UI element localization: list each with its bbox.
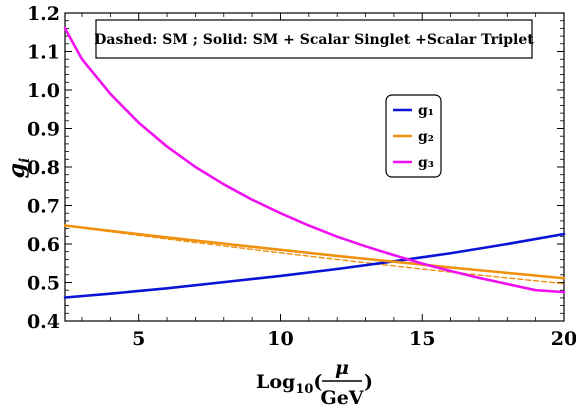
- tick-labels: 5 10 15 20 0.4 0.5 0.6 0.7 0.8 0.9 1.0 1.1 1.2: [27, 3, 576, 350]
- y-axis-label-main: g: [4, 163, 30, 178]
- svg-text:gi: gi: [4, 158, 33, 179]
- y-axis-label: gi: [4, 158, 33, 179]
- x-tick-label: 10: [267, 328, 293, 350]
- y-tick-label: 0.9: [27, 119, 60, 141]
- series-line-0-solid: [63, 232, 566, 299]
- x-tick-label: 5: [132, 328, 145, 350]
- x-axis-label-numerator: μ: [335, 357, 349, 379]
- plot-border: [64, 12, 565, 322]
- annotation-text: Dashed: SM ; Solid: SM + Scalar Singlet …: [94, 32, 534, 48]
- x-axis-label: Log10( μ GeV ): [256, 357, 373, 409]
- x-tick-label: 20: [551, 328, 576, 350]
- y-tick-label: 1.2: [27, 3, 60, 25]
- annotation-frame: [95, 19, 533, 59]
- legend-label: g₃: [418, 155, 434, 171]
- annotation-box: Dashed: SM ; Solid: SM + Scalar Singlet …: [94, 19, 534, 59]
- y-axis-label-sub: i: [17, 158, 33, 163]
- y-tick-label: 1.0: [27, 80, 60, 102]
- x-tick-label: 15: [409, 328, 435, 350]
- y-tick-label: 1.1: [27, 42, 60, 64]
- y-tick-label: 0.5: [27, 273, 60, 295]
- legend-label: g₁: [418, 103, 434, 119]
- y-tick-label: 0.7: [27, 196, 60, 218]
- series-line-1-solid: [63, 224, 566, 280]
- y-tick-label: 0.6: [27, 234, 60, 256]
- series-line-4-dashed: [64, 233, 565, 299]
- axis-ticks: [65, 12, 565, 322]
- x-axis-label-close: ): [364, 371, 373, 393]
- y-tick-label: 0.8: [27, 157, 60, 179]
- x-axis-label-denominator: GeV: [320, 387, 364, 409]
- legend-items: g₁ g₂ g₃: [393, 103, 434, 171]
- plot-frame: [64, 12, 565, 322]
- legend-label: g₂: [418, 129, 434, 145]
- legend-frame: [385, 94, 442, 178]
- y-tick-label: 0.4: [27, 311, 60, 333]
- series-line-2-solid: [63, 27, 566, 294]
- legend: g₁ g₂ g₃: [385, 94, 442, 178]
- x-axis-label-open: (: [313, 371, 322, 393]
- x-axis-label-prefix: Log: [256, 371, 295, 393]
- svg-text:Log10(: Log10(: [256, 371, 322, 397]
- x-axis-label-sub: 10: [295, 382, 313, 397]
- series-layer: [63, 27, 566, 299]
